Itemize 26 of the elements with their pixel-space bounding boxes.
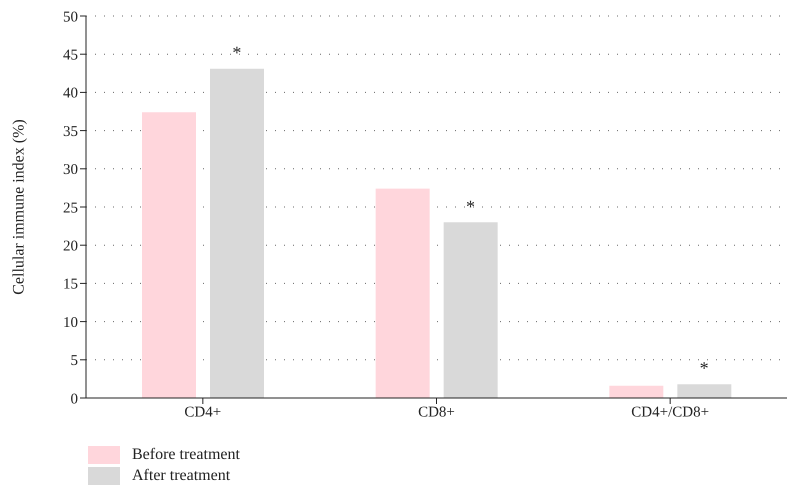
annotation: * [700,358,709,378]
annotation: * [466,196,475,216]
y-tick-label: 5 [70,353,78,370]
bar [444,222,498,398]
x-tick-label: CD4+/CD8+ [631,404,710,421]
y-tick-label: 20 [63,238,78,255]
y-tick-label: 15 [63,276,78,293]
y-axis-title: Cellular immune index (%) [10,119,28,295]
legend-label: After treatment [132,466,230,484]
y-tick-label: 30 [63,162,78,178]
bar [376,188,430,398]
y-tick-label: 50 [63,9,78,26]
y-tick-label: 0 [70,391,78,408]
bar [609,386,664,398]
y-tick-label: 35 [63,124,78,140]
x-tick-label: CD4+ [184,404,222,421]
legend-label: Before treatment [132,446,240,464]
y-tick-label: 25 [63,200,78,216]
x-tick-label: CD8+ [418,404,455,421]
annotation: * [232,42,242,63]
y-tick-label: 45 [63,48,78,64]
y-tick-label: 10 [63,314,78,331]
bar [210,68,264,398]
bar [677,384,732,398]
bar [142,112,196,398]
y-tick-label: 40 [63,86,78,102]
